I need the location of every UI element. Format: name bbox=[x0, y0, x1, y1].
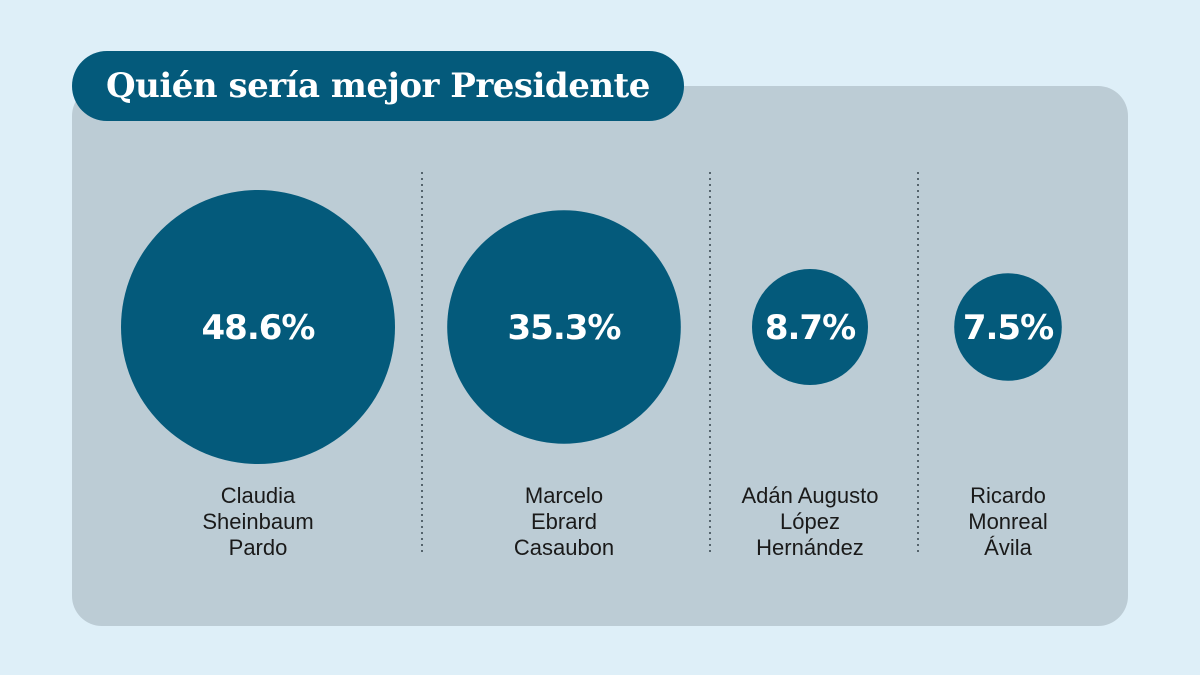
title-pill: Quién sería mejor Presidente bbox=[72, 51, 684, 121]
candidate-name-4-line-3: Ávila bbox=[984, 535, 1032, 560]
candidate-name-1-line-2: Sheinbaum bbox=[202, 509, 313, 534]
candidate-name-4-line-2: Monreal bbox=[968, 509, 1047, 534]
candidate-name-2-line-2: Ebrard bbox=[531, 509, 597, 534]
candidate-name-1-line-1: Claudia bbox=[221, 483, 296, 508]
candidate-name-3-line-1: Adán Augusto bbox=[741, 483, 878, 508]
bubble-1 bbox=[121, 190, 395, 464]
chart-title: Quién sería mejor Presidente bbox=[106, 66, 650, 106]
candidate-name-3-line-3: Hernández bbox=[756, 535, 864, 560]
bubble-3 bbox=[752, 269, 868, 385]
bubble-2 bbox=[447, 210, 681, 444]
value-label-1: 48.6% bbox=[202, 308, 315, 348]
candidate-name-4-line-1: Ricardo bbox=[970, 483, 1046, 508]
candidate-name-2-line-3: Casaubon bbox=[514, 535, 614, 560]
bubble-4 bbox=[954, 273, 1062, 381]
value-label-3: 8.7% bbox=[765, 308, 855, 348]
candidate-name-3-line-2: López bbox=[780, 509, 840, 534]
value-label-2: 35.3% bbox=[508, 308, 621, 348]
candidate-name-2-line-1: Marcelo bbox=[525, 483, 603, 508]
candidate-name-1-line-3: Pardo bbox=[229, 535, 288, 560]
value-label-4: 7.5% bbox=[963, 308, 1053, 348]
